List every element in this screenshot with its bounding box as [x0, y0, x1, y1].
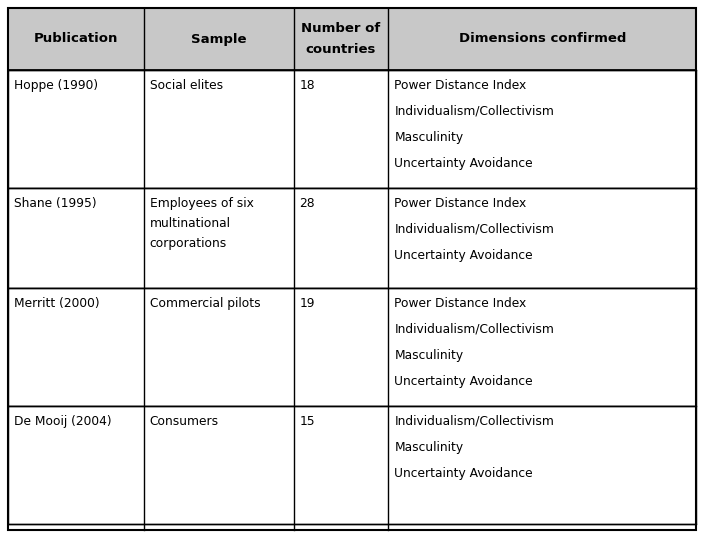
Text: Social elites: Social elites: [149, 79, 222, 92]
Text: 28: 28: [299, 197, 315, 210]
Text: Publication: Publication: [34, 32, 118, 45]
Text: Uncertainty Avoidance: Uncertainty Avoidance: [394, 467, 533, 480]
Text: Consumers: Consumers: [149, 415, 219, 428]
Text: Masculinity: Masculinity: [394, 349, 464, 362]
Text: Uncertainty Avoidance: Uncertainty Avoidance: [394, 375, 533, 388]
Text: Power Distance Index: Power Distance Index: [394, 197, 527, 210]
Text: Power Distance Index: Power Distance Index: [394, 297, 527, 310]
Text: Merritt (2000): Merritt (2000): [14, 297, 100, 310]
Text: Masculinity: Masculinity: [394, 441, 464, 454]
Text: Sample: Sample: [191, 32, 246, 45]
Text: De Mooij (2004): De Mooij (2004): [14, 415, 112, 428]
Bar: [8, 288, 696, 406]
Bar: [8, 406, 696, 524]
Text: 19: 19: [299, 297, 315, 310]
Text: Uncertainty Avoidance: Uncertainty Avoidance: [394, 157, 533, 170]
Text: Individualism/Collectivism: Individualism/Collectivism: [394, 323, 554, 336]
Text: Commercial pilots: Commercial pilots: [149, 297, 260, 310]
Text: Shane (1995): Shane (1995): [14, 197, 96, 210]
Bar: [8, 188, 696, 288]
Text: Individualism/Collectivism: Individualism/Collectivism: [394, 105, 554, 118]
Text: Masculinity: Masculinity: [394, 131, 464, 144]
Text: Employees of six
multinational
corporations: Employees of six multinational corporati…: [149, 197, 253, 250]
Text: Uncertainty Avoidance: Uncertainty Avoidance: [394, 249, 533, 262]
Text: Individualism/Collectivism: Individualism/Collectivism: [394, 415, 554, 428]
Bar: [8, 8, 696, 70]
Text: Dimensions confirmed: Dimensions confirmed: [458, 32, 626, 45]
Text: Individualism/Collectivism: Individualism/Collectivism: [394, 223, 554, 236]
Text: Power Distance Index: Power Distance Index: [394, 79, 527, 92]
Bar: [8, 70, 696, 188]
Text: Number of
countries: Number of countries: [301, 22, 381, 56]
Text: 15: 15: [299, 415, 315, 428]
Text: 18: 18: [299, 79, 315, 92]
Text: Hoppe (1990): Hoppe (1990): [14, 79, 98, 92]
